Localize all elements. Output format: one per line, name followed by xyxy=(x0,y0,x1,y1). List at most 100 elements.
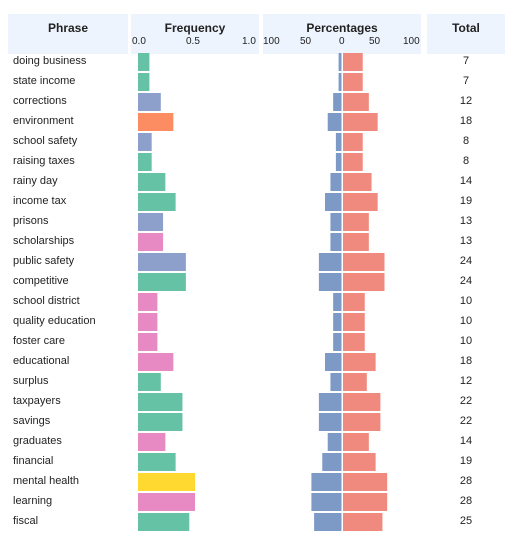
phrase-header-label: Phrase xyxy=(47,21,89,35)
percentage-bar-left xyxy=(327,433,342,451)
percentage-bar-left xyxy=(322,453,342,471)
phrase-label: public safety xyxy=(13,255,75,267)
percentage-bar-left xyxy=(330,233,342,251)
total-value: 12 xyxy=(459,375,473,387)
frequency-bar xyxy=(138,333,158,351)
frequency-bar xyxy=(138,473,195,491)
percentage-bar-left xyxy=(335,133,342,151)
percentage-bar-right xyxy=(343,153,363,171)
percentage-bar-right xyxy=(343,393,381,411)
percentage-bar-left xyxy=(333,333,342,351)
percentage-bar-left xyxy=(338,73,342,91)
percentage-bar-right xyxy=(343,513,383,531)
total-value: 24 xyxy=(459,255,473,267)
percentages-header-label: Percentages xyxy=(306,21,378,35)
percentage-bar-left xyxy=(314,513,342,531)
phrase-label: doing business xyxy=(13,55,87,67)
pct-tick-4: 100 xyxy=(403,36,420,47)
phrase-label: raising taxes xyxy=(13,155,75,167)
percentage-bar-right xyxy=(343,333,365,351)
percentage-bar-right xyxy=(343,453,376,471)
percentage-bar-right xyxy=(343,53,363,71)
phrase-label: income tax xyxy=(13,195,67,207)
percentage-bar-left xyxy=(318,413,342,431)
phrase-label: scholarships xyxy=(13,235,75,247)
pct-tick-0: 100 xyxy=(263,36,280,47)
pct-tick-1: 50 xyxy=(300,36,312,47)
total-value: 7 xyxy=(462,75,470,87)
percentage-bar-right xyxy=(343,373,367,391)
phrase-label: taxpayers xyxy=(13,395,61,407)
total-header-label: Total xyxy=(452,21,480,35)
percentage-bar-right xyxy=(343,273,385,291)
percentage-bar-left xyxy=(330,173,342,191)
percentage-bar-left xyxy=(311,493,342,511)
percentage-bar-left xyxy=(318,273,342,291)
phrase-label: state income xyxy=(13,75,76,87)
frequency-header-label: Frequency xyxy=(164,21,226,35)
phrase-label: school district xyxy=(13,295,80,307)
percentage-bar-left xyxy=(325,353,342,371)
phrase-label: surplus xyxy=(13,375,49,387)
total-value: 28 xyxy=(459,495,473,507)
frequency-bar xyxy=(138,493,195,511)
frequency-bar xyxy=(138,113,174,131)
percentage-bar-right xyxy=(343,253,385,271)
total-value: 24 xyxy=(459,275,473,287)
total-value: 8 xyxy=(462,135,470,147)
percentage-bar-right xyxy=(343,233,369,251)
percentage-bar-right xyxy=(343,193,378,211)
total-value: 22 xyxy=(459,415,473,427)
phrase-label: prisons xyxy=(13,215,49,227)
total-value: 14 xyxy=(459,435,473,447)
percentage-bar-right xyxy=(343,213,369,231)
percentage-bar-left xyxy=(335,153,342,171)
percentage-bar-right xyxy=(343,173,372,191)
percentage-bar-right xyxy=(343,413,381,431)
frequency-bar xyxy=(138,513,190,531)
frequency-bar xyxy=(138,213,164,231)
percentage-bar-right xyxy=(343,93,369,111)
total-value: 25 xyxy=(459,515,473,527)
pct-tick-3: 50 xyxy=(369,36,381,47)
phrase-label: savings xyxy=(13,415,51,427)
frequency-column-header: Frequency 0.0 0.5 1.0 xyxy=(131,14,259,54)
frequency-bar xyxy=(138,273,186,291)
freq-tick-0: 0.0 xyxy=(132,36,146,47)
phrase-label: foster care xyxy=(13,335,65,347)
percentage-bar-right xyxy=(343,73,363,91)
percentage-bar-right xyxy=(343,473,388,491)
phrase-label: school safety xyxy=(13,135,78,147)
frequency-bar xyxy=(138,153,152,171)
frequency-bar xyxy=(138,173,166,191)
percentage-bar-left xyxy=(318,393,342,411)
frequency-bar xyxy=(138,233,164,251)
percentage-bar-right xyxy=(343,133,363,151)
total-value: 7 xyxy=(462,55,470,67)
percentage-bar-left xyxy=(327,113,342,131)
total-value: 18 xyxy=(459,115,473,127)
percentage-bar-right xyxy=(343,113,378,131)
frequency-bar xyxy=(138,133,152,151)
total-value: 12 xyxy=(459,95,473,107)
total-value: 28 xyxy=(459,475,473,487)
percentage-bar-left xyxy=(333,293,342,311)
percentage-bar-right xyxy=(343,313,365,331)
percentage-bar-left xyxy=(325,193,342,211)
total-value: 8 xyxy=(462,155,470,167)
frequency-bar xyxy=(138,453,176,471)
total-value: 13 xyxy=(459,235,473,247)
frequency-bar xyxy=(138,293,158,311)
frequency-bar xyxy=(138,393,183,411)
phrase-label: educational xyxy=(13,355,70,367)
frequency-bar xyxy=(138,193,176,211)
percentage-bar-right xyxy=(343,493,388,511)
frequency-bar xyxy=(138,93,161,111)
total-value: 10 xyxy=(459,335,473,347)
freq-tick-1: 0.5 xyxy=(186,36,200,47)
frequency-bar xyxy=(138,53,150,71)
frequency-bar xyxy=(138,413,183,431)
frequency-bar xyxy=(138,373,161,391)
phrase-label: financial xyxy=(13,455,54,467)
